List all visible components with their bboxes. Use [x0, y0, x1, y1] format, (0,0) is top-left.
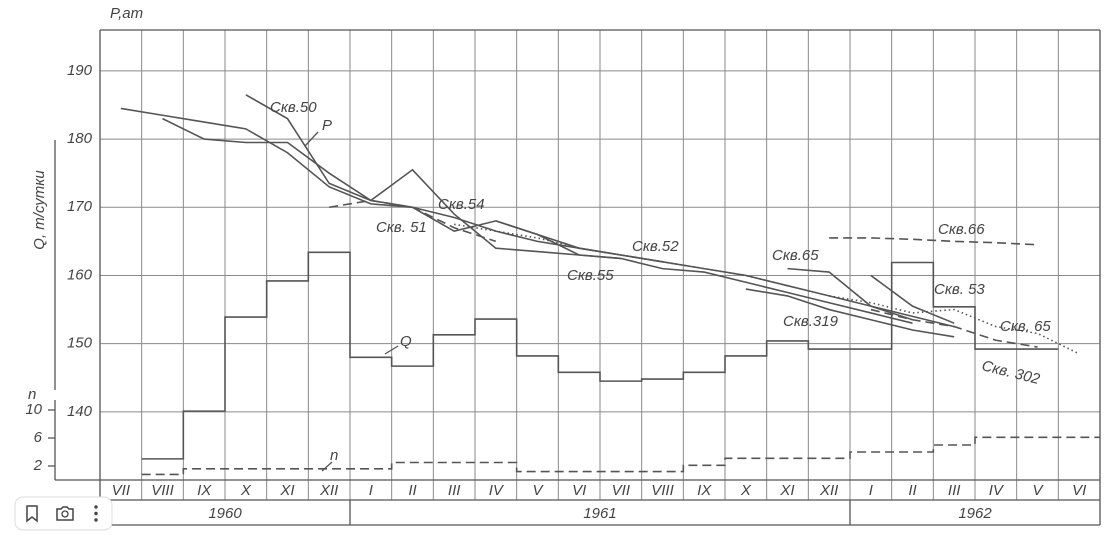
- line: [162, 117, 621, 260]
- x-tick-label: IX: [697, 482, 712, 499]
- series-label: P: [322, 117, 332, 134]
- x-tick-label: II: [408, 482, 416, 499]
- line: [329, 199, 497, 243]
- line: [829, 295, 1080, 355]
- x-tick-label: V: [1032, 482, 1044, 499]
- y-tick-label: 180: [67, 130, 93, 147]
- step-line: [141, 251, 1059, 460]
- year-label: 1961: [583, 505, 616, 522]
- toolbar: [14, 496, 113, 531]
- x-tick-label: II: [908, 482, 916, 499]
- x-tick-label: VI: [572, 482, 586, 499]
- series-label: Q: [400, 333, 412, 350]
- series-label: n: [330, 447, 338, 464]
- dot: [94, 511, 98, 516]
- x-tick-label: XII: [319, 482, 338, 499]
- dot: [94, 505, 98, 509]
- series-label: Скв.66: [938, 221, 985, 238]
- y-tick-label: 150: [67, 335, 93, 352]
- y-tick-label: 190: [67, 62, 93, 79]
- bookmark-icon[interactable]: [26, 505, 38, 523]
- dot: [94, 518, 98, 522]
- y2-tick-label: 2: [33, 457, 43, 474]
- x-tick-label: IX: [197, 482, 212, 499]
- series-label: Скв.52: [632, 238, 679, 255]
- x-tick-label: XI: [779, 482, 794, 499]
- series-label: Скв.65: [772, 247, 819, 264]
- camera-lens: [61, 510, 69, 518]
- series-label: Скв.50: [270, 99, 317, 116]
- x-tick-label: IV: [489, 482, 505, 499]
- x-tick-label: III: [948, 482, 961, 499]
- series-label: Скв.55: [567, 267, 614, 284]
- x-tick-label: I: [369, 482, 373, 499]
- y2-tick-label: 10: [25, 401, 42, 418]
- line: [829, 237, 1038, 246]
- series-label: Скв. 51: [376, 219, 427, 236]
- p-axis-label: P,ат: [110, 5, 143, 22]
- camera-icon[interactable]: [56, 506, 74, 521]
- leader-line: [384, 345, 399, 355]
- x-tick-label: VI: [1072, 482, 1086, 499]
- n-axis-label: n: [28, 386, 36, 403]
- year-label: 1962: [958, 505, 992, 522]
- leader-line: [304, 131, 319, 147]
- year-label: 1960: [208, 505, 242, 522]
- x-tick-label: I: [869, 482, 873, 499]
- x-tick-label: VIII: [151, 482, 174, 499]
- line: [870, 274, 955, 324]
- x-tick-label: III: [448, 482, 461, 499]
- x-tick-label: IV: [989, 482, 1005, 499]
- x-tick-label: VII: [112, 482, 130, 499]
- series-label: Скв.54: [438, 196, 485, 213]
- x-tick-label: XII: [819, 482, 838, 499]
- q-axis-label: Q, т/сутки: [31, 170, 48, 250]
- line: [120, 107, 955, 328]
- y-tick-label: 160: [67, 266, 93, 283]
- x-tick-label: X: [740, 482, 752, 499]
- series-label: Скв.319: [783, 313, 839, 330]
- line: [745, 288, 955, 338]
- x-tick-label: VII: [612, 482, 630, 499]
- x-tick-label: V: [532, 482, 544, 499]
- y-tick-label: 170: [67, 198, 93, 215]
- series-label: Скв. 53: [934, 281, 985, 298]
- x-tick-label: X: [240, 482, 252, 499]
- line: [870, 308, 1038, 348]
- series-label: Скв. 65: [1000, 318, 1051, 335]
- y-tick-label: 140: [67, 403, 93, 420]
- toolbar-bg: [14, 496, 113, 531]
- line: [495, 220, 913, 324]
- x-tick-label: VIII: [651, 482, 674, 499]
- more-icon[interactable]: [94, 505, 98, 522]
- x-tick-label: XI: [279, 482, 294, 499]
- y2-tick-label: 6: [34, 429, 43, 446]
